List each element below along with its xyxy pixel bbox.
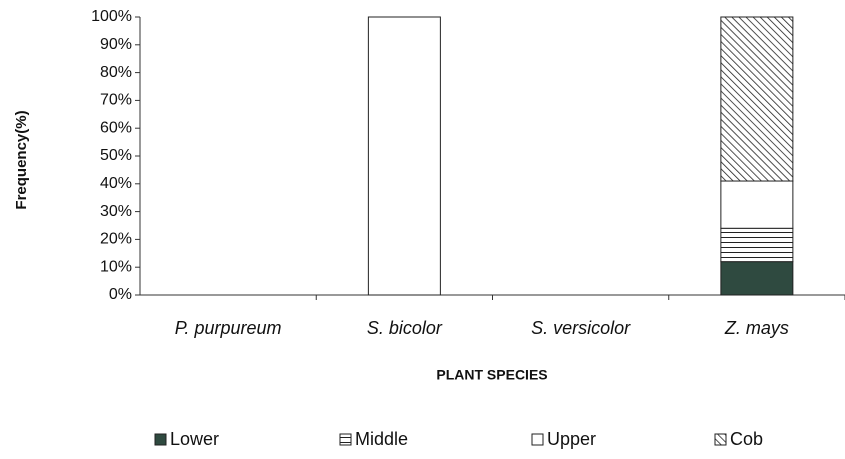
y-tick-label: 90% [100, 36, 132, 53]
legend-swatch [531, 433, 544, 446]
y-tick-label: 30% [100, 203, 132, 220]
y-tick-label: 0% [109, 286, 132, 303]
legend-label: Middle [355, 429, 408, 449]
y-tick-label: 50% [100, 147, 132, 164]
y-tick-label: 70% [100, 92, 132, 109]
x-tick-label: S. bicolor [367, 318, 443, 338]
y-tick-label: 20% [100, 231, 132, 248]
bar-segment [720, 180, 794, 229]
bar-segment [720, 16, 794, 182]
legend-swatch [339, 433, 352, 446]
y-tick-label: 60% [100, 119, 132, 136]
y-tick-label: 100% [91, 8, 132, 25]
y-axis-label: Frequency(%) [13, 110, 30, 209]
y-tick-label: 80% [100, 64, 132, 81]
legend-swatch [714, 433, 727, 446]
y-tick-label: 10% [100, 258, 132, 275]
x-tick-label: P. purpureum [175, 318, 282, 338]
legend-swatch [154, 433, 167, 446]
x-axis-label: PLANT SPECIES [436, 367, 547, 383]
legend-label: Lower [170, 429, 219, 449]
legend-label: Cob [730, 429, 763, 449]
x-tick-label: Z. mays [724, 318, 789, 338]
legend-label: Upper [547, 429, 596, 449]
y-tick-label: 40% [100, 175, 132, 192]
bar-segment [367, 16, 441, 296]
x-tick-label: S. versicolor [531, 318, 631, 338]
bar-segment [720, 261, 794, 296]
bar-segment [720, 227, 794, 263]
